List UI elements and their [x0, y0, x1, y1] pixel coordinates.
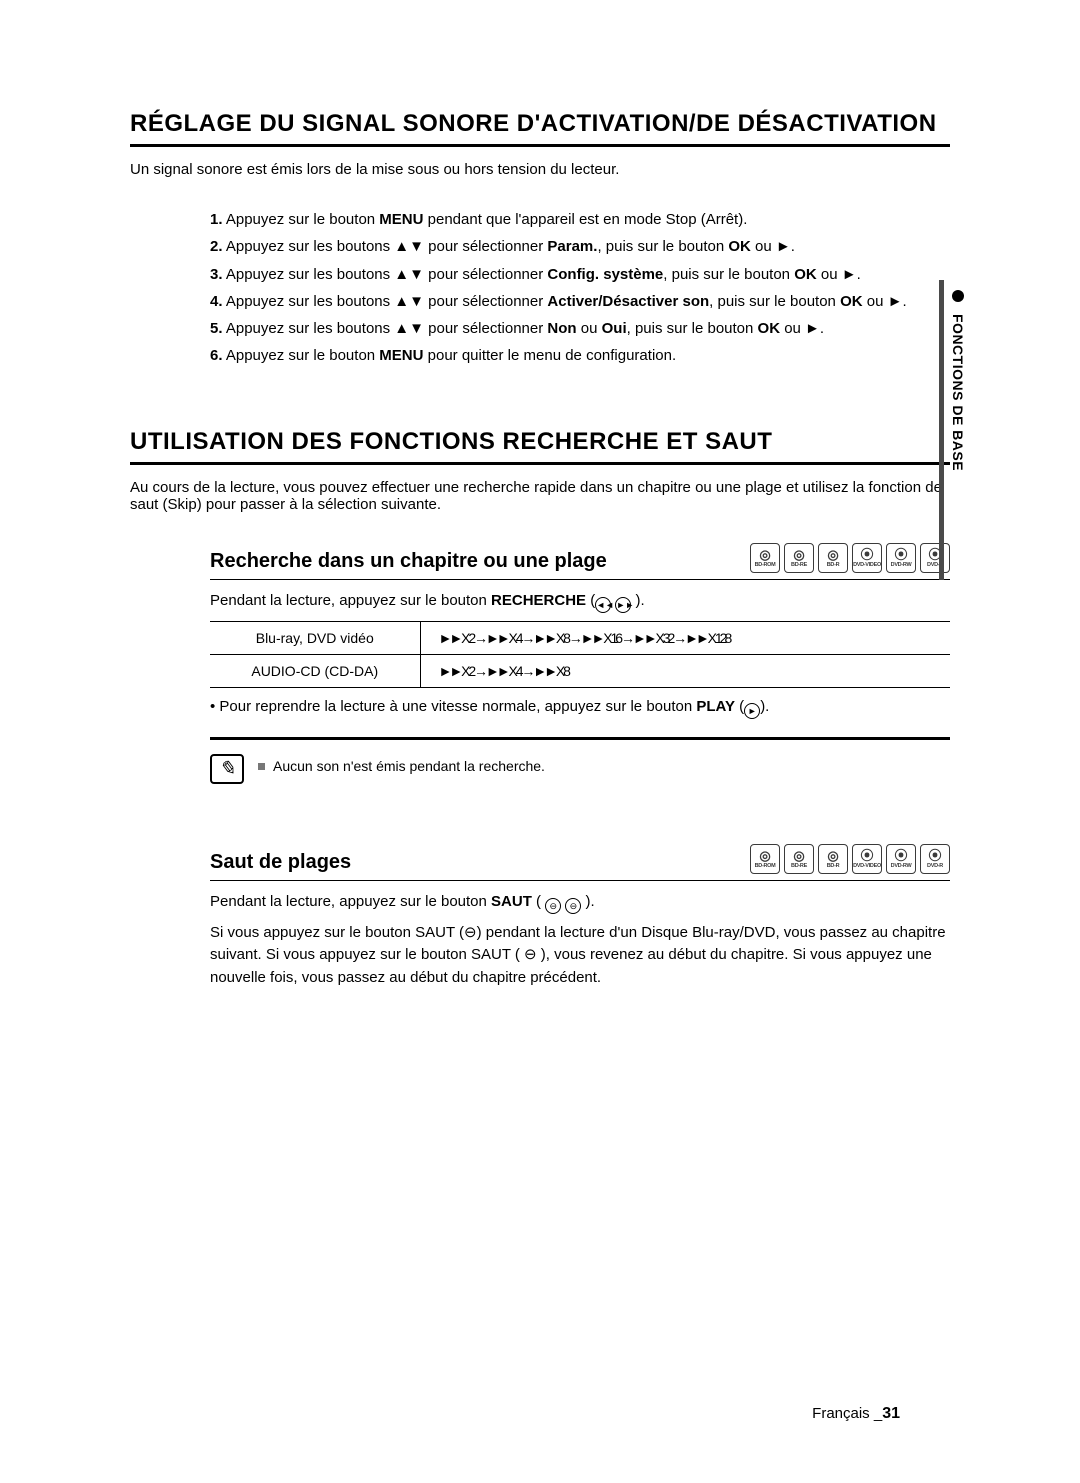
sub2-heading-row: Saut de plages ◎BD-ROM ◎BD-RE ◎BD-R ⦿DVD…	[210, 844, 950, 881]
badge-bdr: ◎BD-R	[818, 543, 848, 573]
disc-icon: ◎	[827, 548, 838, 561]
section1-steps: 1. Appuyez sur le bouton MENU pendant qu…	[210, 208, 950, 368]
disc-badges-1: ◎BD-ROM ◎BD-RE ◎BD-R ⦿DVD-VIDEO ⦿DVD-RW …	[750, 543, 950, 573]
section1-title: RÉGLAGE DU SIGNAL SONORE D'ACTIVATION/DE…	[130, 110, 950, 147]
sub1-line1: Pendant la lecture, appuyez sur le bouto…	[210, 590, 950, 613]
disc-icon: ⦿	[928, 849, 941, 862]
step-1: 1. Appuyez sur le bouton MENU pendant qu…	[210, 208, 950, 231]
badge-dvdvideo: ⦿DVD-VIDEO	[852, 844, 882, 874]
badge-bdre: ◎BD-RE	[784, 543, 814, 573]
sub2-line1: Pendant la lecture, appuyez sur le bouto…	[210, 891, 950, 914]
disc-badges-2: ◎BD-ROM ◎BD-RE ◎BD-R ⦿DVD-VIDEO ⦿DVD-RW …	[750, 844, 950, 874]
sub1-heading: Recherche dans un chapitre ou une plage	[210, 550, 607, 573]
disc-icon: ◎	[793, 548, 804, 561]
note-icon: ✎	[210, 754, 244, 784]
sub2-heading: Saut de plages	[210, 851, 351, 874]
disc-icon: ◎	[827, 849, 838, 862]
note-bullet-icon	[258, 763, 265, 770]
row2-label: AUDIO-CD (CD-DA)	[210, 654, 420, 687]
skip-fwd-icon: ⊖	[565, 898, 581, 914]
footer-page: 31	[882, 1405, 900, 1422]
side-tab-label: FONCTIONS DE BASE	[950, 314, 966, 471]
disc-icon: ⦿	[860, 849, 873, 862]
badge-bdrom: ◎BD-ROM	[750, 543, 780, 573]
step-5: 5. Appuyez sur les boutons ▲▼ pour sélec…	[210, 317, 950, 340]
table-row: Blu-ray, DVD vidéo ►► X 2 → ►► X 4 → ►► …	[210, 621, 950, 654]
disc-icon: ◎	[793, 849, 804, 862]
disc-icon: ⦿	[860, 548, 873, 561]
row1-value: ►► X 2 → ►► X 4 → ►► X 8 → ►► X 16 → ►► …	[420, 621, 950, 654]
side-dot-icon	[952, 290, 964, 302]
badge-dvdrw: ⦿DVD-RW	[886, 543, 916, 573]
section1-intro: Un signal sonore est émis lors de la mis…	[130, 161, 950, 178]
skip-back-icon: ⊖	[545, 898, 561, 914]
badge-bdr: ◎BD-R	[818, 844, 848, 874]
forward-icon: ►►	[615, 597, 631, 613]
disc-icon: ◎	[759, 849, 770, 862]
sub2-para: Si vous appuyez sur le bouton SAUT (⊖) p…	[210, 922, 950, 990]
play-icon: ►	[744, 703, 760, 719]
disc-icon: ⦿	[894, 548, 907, 561]
sub1-bullet: • Pour reprendre la lecture à une vitess…	[210, 698, 950, 719]
side-tab: FONCTIONS DE BASE	[944, 290, 972, 590]
step-6: 6. Appuyez sur le bouton MENU pour quitt…	[210, 344, 950, 367]
rewind-icon: ◄◄	[595, 597, 611, 613]
badge-dvdvideo: ⦿DVD-VIDEO	[852, 543, 882, 573]
row2-value: ►► X 2 → ►► X 4 → ►► X 8	[420, 654, 950, 687]
step-4: 4. Appuyez sur les boutons ▲▼ pour sélec…	[210, 290, 950, 313]
page-footer: Français _31	[812, 1405, 900, 1423]
step-2: 2. Appuyez sur les boutons ▲▼ pour sélec…	[210, 235, 950, 258]
section2-intro: Au cours de la lecture, vous pouvez effe…	[130, 479, 950, 513]
step-3: 3. Appuyez sur les boutons ▲▼ pour sélec…	[210, 263, 950, 286]
sub1-heading-row: Recherche dans un chapitre ou une plage …	[210, 543, 950, 580]
badge-bdrom: ◎BD-ROM	[750, 844, 780, 874]
badge-dvdr: ⦿DVD-R	[920, 844, 950, 874]
badge-dvdrw: ⦿DVD-RW	[886, 844, 916, 874]
badge-bdre: ◎BD-RE	[784, 844, 814, 874]
section2-title: UTILISATION DES FONCTIONS RECHERCHE ET S…	[130, 428, 950, 465]
table-row: AUDIO-CD (CD-DA) ►► X 2 → ►► X 4 → ►► X …	[210, 654, 950, 687]
disc-icon: ⦿	[894, 849, 907, 862]
disc-icon: ◎	[759, 548, 770, 561]
footer-lang: Français	[812, 1405, 870, 1422]
row1-label: Blu-ray, DVD vidéo	[210, 621, 420, 654]
speed-table: Blu-ray, DVD vidéo ►► X 2 → ►► X 4 → ►► …	[210, 621, 950, 688]
note-block: ✎ Aucun son n'est émis pendant la recher…	[210, 737, 950, 784]
note-text: Aucun son n'est émis pendant la recherch…	[258, 754, 545, 784]
